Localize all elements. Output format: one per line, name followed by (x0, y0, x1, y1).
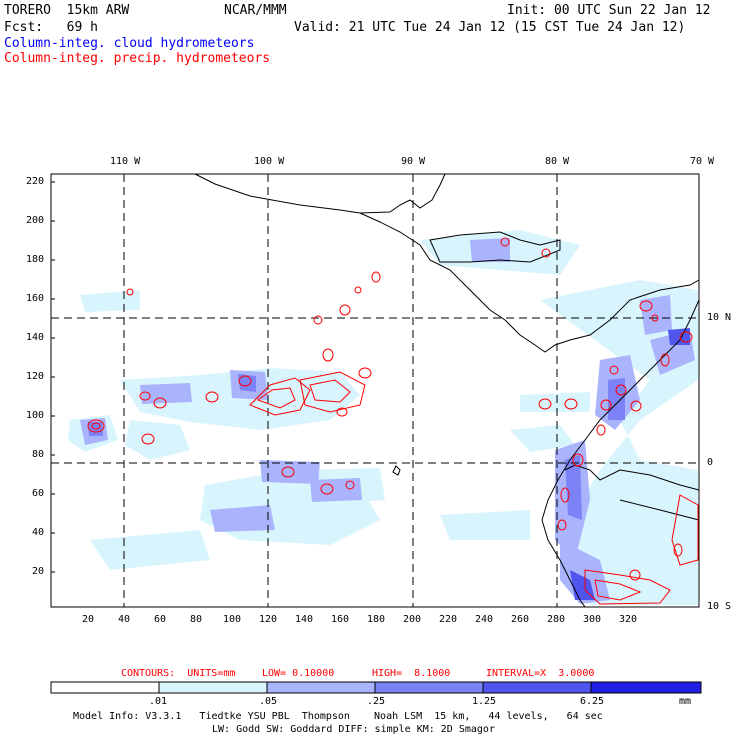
model-info: Model Info: V3.3.1 Tiedtke YSU PBL Thomp… (73, 711, 603, 722)
left-axis-label: 40 (32, 527, 45, 538)
bottom-axis-label: 180 (367, 614, 386, 625)
left-axis-label: 140 (26, 332, 45, 343)
left-axis-label: 120 (26, 371, 45, 382)
left-axis-label: 20 (32, 566, 45, 577)
bottom-axis-label: 260 (511, 614, 530, 625)
left-axis-label: 160 (26, 293, 45, 304)
top-axis-label: 110 W (110, 156, 141, 167)
bottom-axis-label: 200 (403, 614, 422, 625)
right-axis-label: 0 (707, 457, 714, 468)
colorbar-units: mm (679, 696, 692, 707)
forecast-hour: Fcst: 69 h (4, 20, 98, 35)
bottom-axis-label: 160 (331, 614, 350, 625)
colorbar (50, 681, 702, 694)
left-axis-label: 220 (26, 176, 45, 187)
left-axis-label: 180 (26, 254, 45, 265)
bottom-axis-label: 240 (475, 614, 494, 625)
colorbar-tick: .25 (367, 696, 386, 707)
bottom-axis-label: 320 (619, 614, 638, 625)
contours-interval: INTERVAL=X 3.0000 (486, 668, 595, 679)
model-name: TORERO 15km ARW (4, 3, 130, 18)
bottom-axis-label: 220 (439, 614, 458, 625)
coastline (194, 173, 700, 608)
colorbar-tick: .05 (259, 696, 278, 707)
bottom-axis-label: 280 (547, 614, 566, 625)
bottom-axis-label: 20 (82, 614, 95, 625)
init-time: Init: 00 UTC Sun 22 Jan 12 (507, 3, 711, 18)
contours-high: HIGH= 8.1000 (372, 668, 451, 679)
left-axis-label: 200 (26, 215, 45, 226)
left-axis-label: 100 (26, 410, 45, 421)
top-axis-label: 70 W (690, 156, 715, 167)
cloud-field-label: Column-integ. cloud hydrometeors (4, 36, 255, 51)
bottom-axis-label: 40 (118, 614, 131, 625)
organization: NCAR/MMM (224, 3, 287, 18)
top-axis-label: 80 W (545, 156, 570, 167)
contours-low: LOW= 0.10000 (262, 668, 335, 679)
precip-contours (87, 237, 699, 605)
left-axis-label: 60 (32, 488, 45, 499)
left-axis-label: 80 (32, 449, 45, 460)
bottom-axis-label: 100 (223, 614, 242, 625)
bottom-axis-label: 140 (295, 614, 314, 625)
top-axis-label: 100 W (254, 156, 285, 167)
physics-info: LW: Godd SW: Goddard DIFF: simple KM: 2D… (212, 724, 495, 735)
bottom-axis-label: 300 (583, 614, 602, 625)
bottom-axis-label: 60 (154, 614, 167, 625)
precip-field-label: Column-integ. precip. hydrometeors (4, 51, 271, 66)
graticule (51, 174, 699, 607)
colorbar-tick: 6.25 (580, 696, 605, 707)
right-axis-label: 10 N (707, 312, 732, 323)
top-axis-label: 90 W (401, 156, 426, 167)
valid-time: Valid: 21 UTC Tue 24 Jan 12 (15 CST Tue … (294, 20, 686, 35)
bottom-axis-label: 80 (190, 614, 203, 625)
colorbar-tick: .01 (149, 696, 168, 707)
bottom-axis-label: 120 (259, 614, 278, 625)
right-axis-label: 10 S (707, 601, 732, 612)
contours-label: CONTOURS: UNITS=mm (121, 668, 236, 679)
axis-ticks (51, 181, 55, 573)
colorbar-tick: 1.25 (472, 696, 497, 707)
